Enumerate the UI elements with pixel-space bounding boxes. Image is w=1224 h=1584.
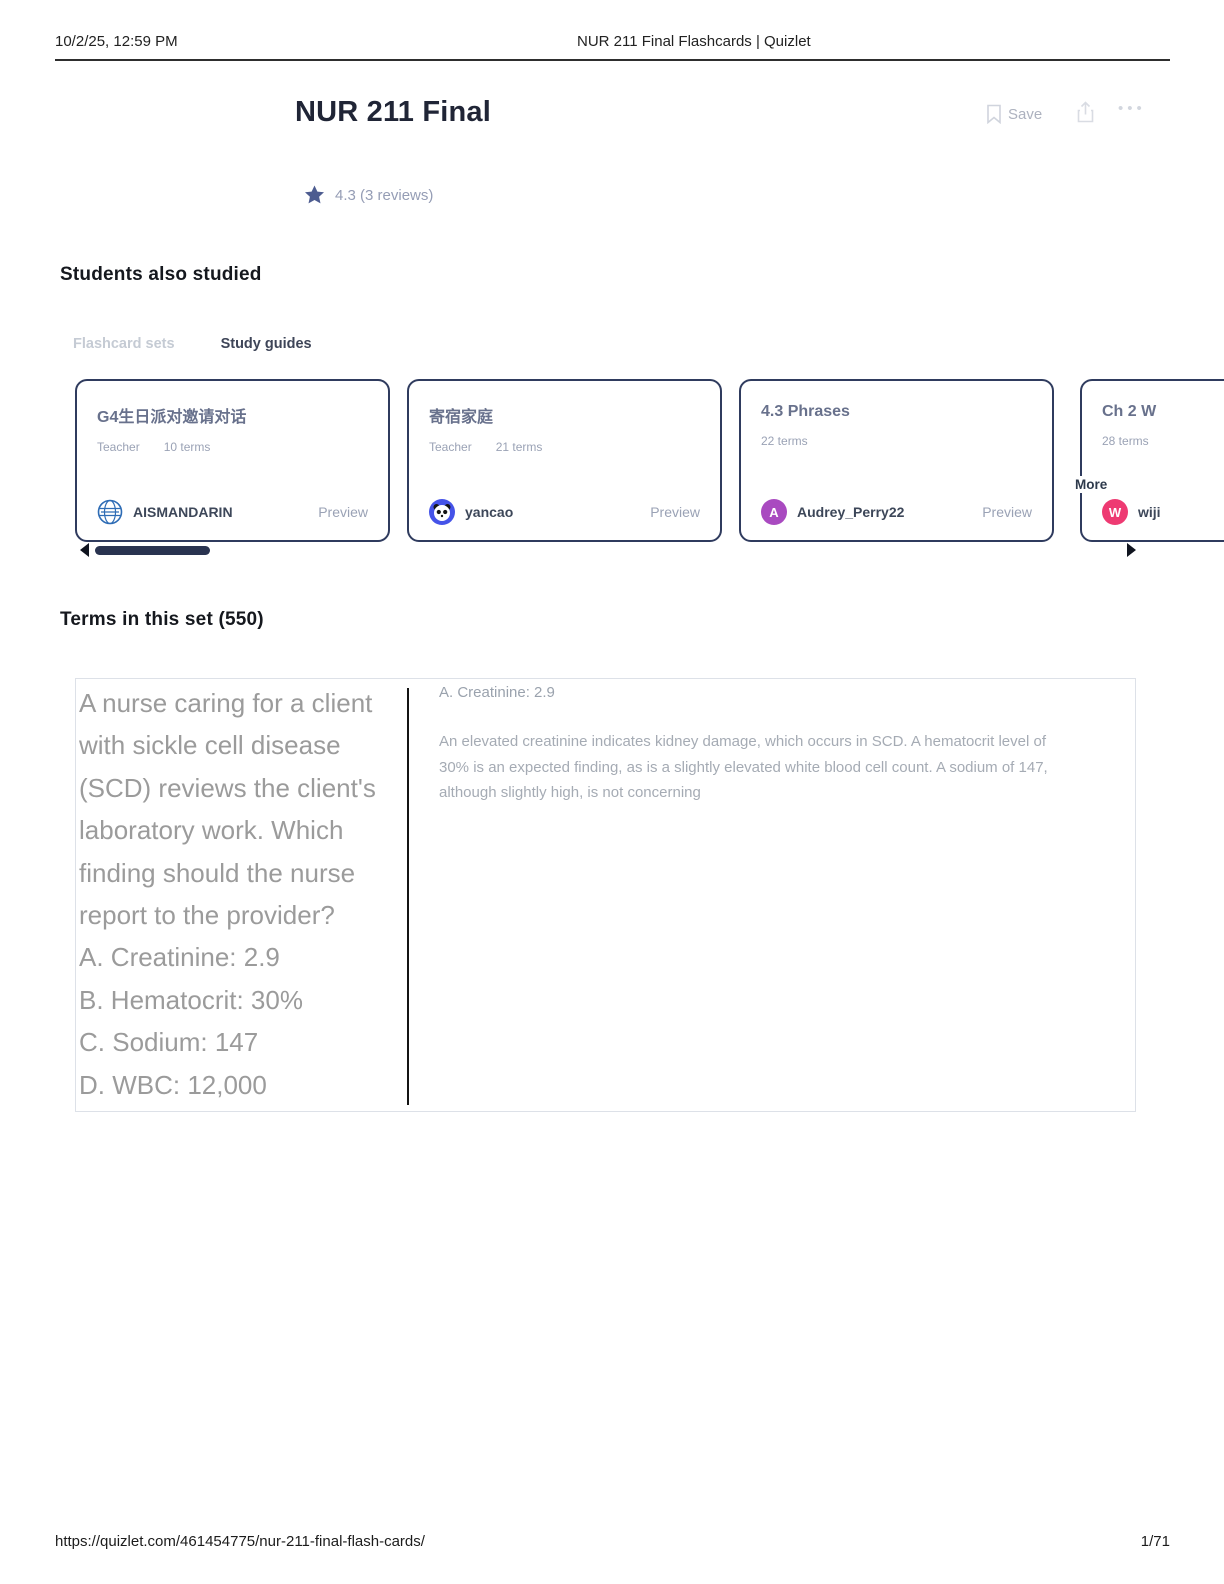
share-icon[interactable] [1076,101,1095,123]
card-username[interactable]: yancao [465,504,514,520]
terms-count: 10 terms [163,440,211,454]
teacher-badge: Teacher [429,440,472,454]
more-tooltip: More [1070,476,1113,493]
carousel-right-arrow[interactable] [1127,543,1136,557]
term-question-text: A nurse caring for a client with sickle … [79,688,376,1100]
term-answer-body: An elevated creatinine indicates kidney … [439,733,1048,801]
print-datetime: 10/2/25, 12:59 PM [55,33,178,50]
carousel-scrollbar-thumb[interactable] [95,546,210,555]
study-card[interactable]: G4生日派对邀请对话 Teacher 10 terms AISMANDARIN … [75,379,390,542]
preview-link[interactable]: Preview [318,504,368,520]
globe-logo-avatar [97,499,123,525]
tab-flashcard-sets[interactable]: Flashcard sets [73,336,175,352]
print-page-number: 1/71 [1140,1533,1170,1550]
study-card-title: 4.3 Phrases [761,403,850,420]
print-footer-url: https://quizlet.com/461454775/nur-211-fi… [55,1533,425,1550]
terms-count: 22 terms [761,434,808,448]
also-studied-heading: Students also studied [60,264,262,285]
preview-link[interactable]: Preview [982,504,1032,520]
rating-text: 4.3 (3 reviews) [335,186,434,204]
teacher-badge: Teacher [97,440,140,454]
set-title: NUR 211 Final [295,96,491,128]
star-icon [305,185,324,204]
term-row: A nurse caring for a client with sickle … [75,678,1136,1112]
letter-avatar: A [761,499,787,525]
save-button[interactable]: Save [1008,106,1043,123]
panda-avatar [429,499,455,525]
study-card[interactable]: 4.3 Phrases 22 terms A Audrey_Perry22 Pr… [739,379,1054,542]
more-options-icon[interactable]: ••• [1118,100,1146,117]
preview-link[interactable]: Preview [650,504,700,520]
tab-study-guides[interactable]: Study guides [220,336,312,352]
save-bookmark-icon[interactable] [986,104,1002,124]
terms-count: 28 terms [1102,434,1149,448]
card-username[interactable]: wiji [1138,504,1161,520]
letter-avatar: W [1102,499,1128,525]
study-card[interactable]: Ch 2 W 28 terms W wiji [1080,379,1224,542]
term-answer: A. Creatinine: 2.9 An elevated creatinin… [439,684,1051,806]
print-header-divider [55,59,1170,61]
terms-count: 21 terms [495,440,543,454]
card-username[interactable]: AISMANDARIN [133,504,233,520]
term-answer-title: A. Creatinine: 2.9 [439,684,555,701]
study-card[interactable]: 寄宿家庭 Teacher 21 terms yancao Preview [407,379,722,542]
study-card-title: Ch 2 W [1102,403,1157,420]
study-card-title: G4生日派对邀请对话 [97,409,247,426]
rating: 4.3 (3 reviews) [304,185,433,205]
term-divider [407,688,409,1105]
also-studied-tabs: Flashcard sets Study guides [73,336,312,352]
print-doc-title: NUR 211 Final Flashcards | Quizlet [577,33,811,50]
carousel-left-arrow[interactable] [80,543,89,557]
card-username[interactable]: Audrey_Perry22 [797,504,905,520]
study-card-title: 寄宿家庭 [429,409,494,426]
terms-heading: Terms in this set (550) [60,609,264,630]
